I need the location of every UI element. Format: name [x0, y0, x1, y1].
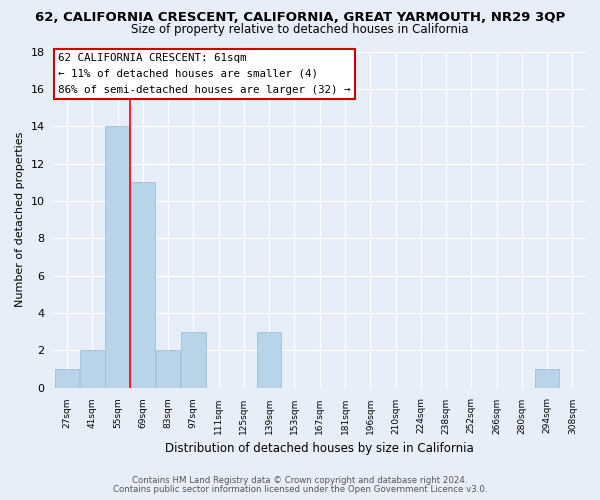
Text: Contains HM Land Registry data © Crown copyright and database right 2024.: Contains HM Land Registry data © Crown c… — [132, 476, 468, 485]
X-axis label: Distribution of detached houses by size in California: Distribution of detached houses by size … — [166, 442, 474, 455]
Bar — [106, 126, 130, 388]
Bar — [535, 369, 559, 388]
Bar — [181, 332, 206, 388]
Bar — [257, 332, 281, 388]
Bar — [156, 350, 181, 388]
Bar — [55, 369, 79, 388]
Text: Contains public sector information licensed under the Open Government Licence v3: Contains public sector information licen… — [113, 485, 487, 494]
Bar — [131, 182, 155, 388]
Text: Size of property relative to detached houses in California: Size of property relative to detached ho… — [131, 22, 469, 36]
Y-axis label: Number of detached properties: Number of detached properties — [15, 132, 25, 307]
Bar — [80, 350, 104, 388]
Text: 62, CALIFORNIA CRESCENT, CALIFORNIA, GREAT YARMOUTH, NR29 3QP: 62, CALIFORNIA CRESCENT, CALIFORNIA, GRE… — [35, 11, 565, 24]
Text: 62 CALIFORNIA CRESCENT: 61sqm
← 11% of detached houses are smaller (4)
86% of se: 62 CALIFORNIA CRESCENT: 61sqm ← 11% of d… — [58, 54, 350, 94]
